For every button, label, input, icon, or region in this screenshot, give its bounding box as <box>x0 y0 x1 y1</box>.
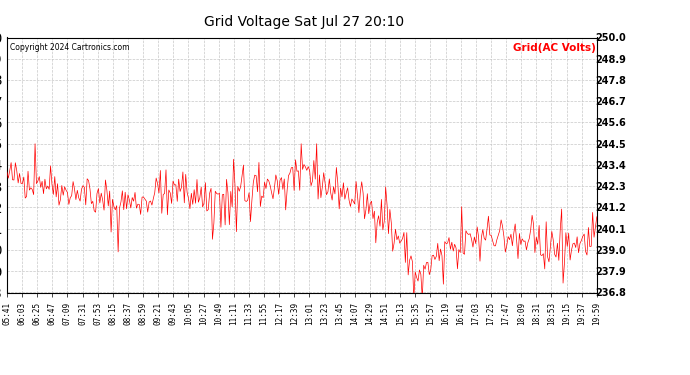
Text: Grid(AC Volts): Grid(AC Volts) <box>513 43 595 52</box>
Text: Copyright 2024 Cartronics.com: Copyright 2024 Cartronics.com <box>10 43 129 52</box>
Text: Grid Voltage Sat Jul 27 20:10: Grid Voltage Sat Jul 27 20:10 <box>204 15 404 29</box>
